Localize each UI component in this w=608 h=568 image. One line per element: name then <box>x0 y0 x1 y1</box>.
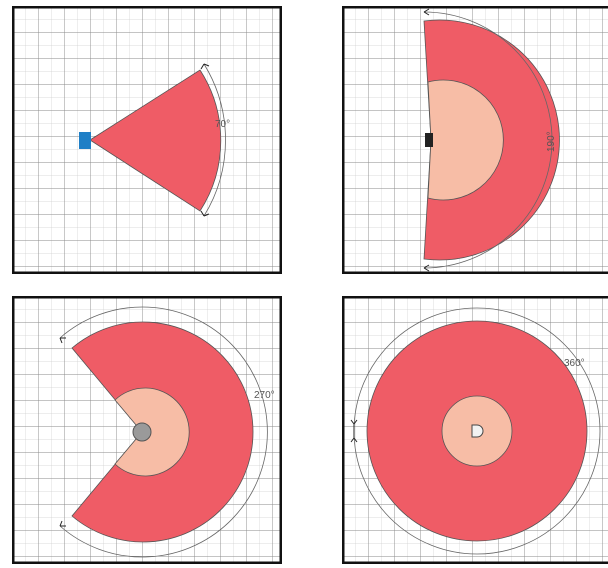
arrow-head-top <box>59 337 66 344</box>
arrow-head-bottom <box>200 210 210 217</box>
panel-frame <box>12 296 282 564</box>
coverage-sector-70 <box>89 69 222 212</box>
angle-label: 70° <box>215 119 230 130</box>
panel-70-degree: 70° <box>12 6 282 274</box>
panel-190-svg: 190° <box>342 6 608 274</box>
panel-360-svg: 360° <box>342 296 608 564</box>
panel-190-degree: 190° <box>342 6 608 274</box>
coverage-sector-270-inner <box>114 387 190 477</box>
panel-70-svg: 70° <box>12 6 282 274</box>
angle-label: 190° <box>546 131 557 152</box>
sensor-small-rectangle-icon <box>425 133 433 147</box>
angle-label: 270° <box>254 390 275 401</box>
angle-arc <box>59 306 268 558</box>
arrow-head-top <box>200 63 210 70</box>
arrow-head-left <box>350 419 358 443</box>
panel-270-svg: 270° <box>12 296 282 564</box>
panel-frame <box>342 296 608 564</box>
arrow-head-top <box>423 8 430 16</box>
coverage-sector-190-inner <box>427 79 504 201</box>
arrow-head-bottom <box>423 264 430 272</box>
angle-arc <box>423 11 553 269</box>
panel-270-degree: 270° <box>12 296 282 564</box>
sensor-circle-icon <box>132 422 152 442</box>
panel-360-degree: 360° <box>342 296 608 564</box>
arrow-head-bottom <box>59 520 66 527</box>
sensor-rectangle-icon <box>79 132 91 149</box>
sensor-half-circle-icon <box>471 424 484 438</box>
angle-arc <box>203 63 226 217</box>
panel-frame <box>342 6 608 274</box>
angle-label: 360° <box>564 358 585 369</box>
panel-frame <box>12 6 282 274</box>
